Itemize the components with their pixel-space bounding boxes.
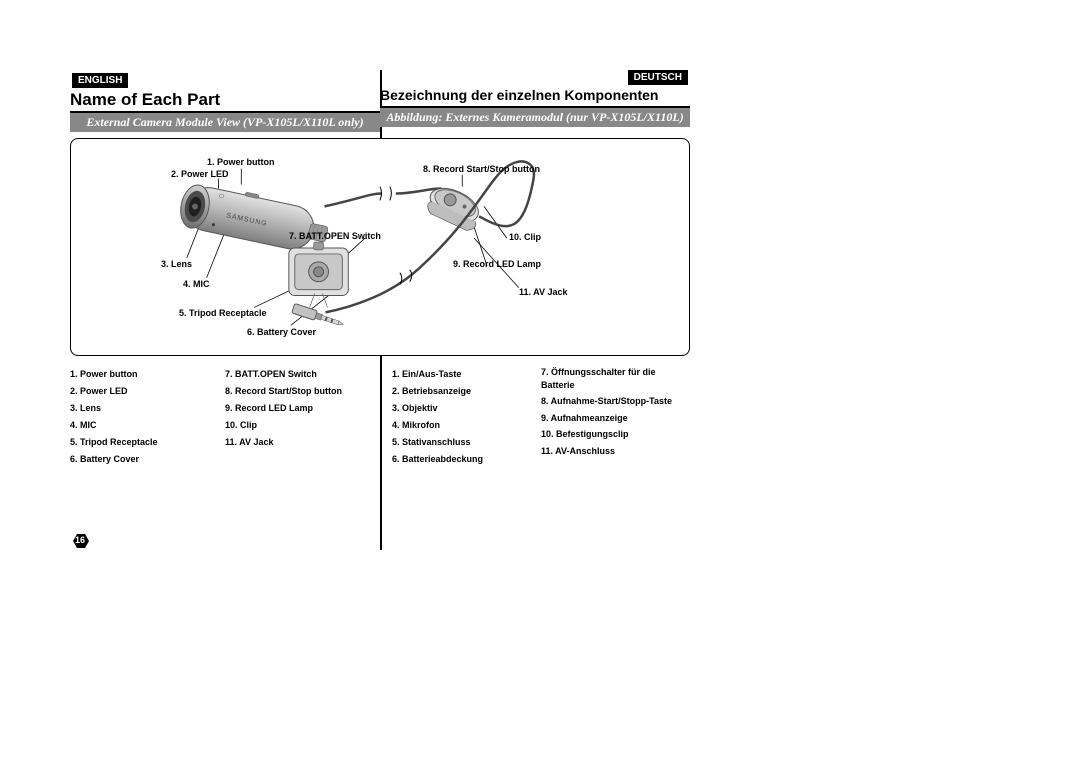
list-item: 7. Öffnungsschalter für die Batterie (541, 366, 690, 391)
list-item: 7. BATT.OPEN Switch (225, 366, 380, 383)
callout-power-led: 2. Power LED (171, 169, 229, 179)
list-item: 1. Ein/Aus-Taste (392, 366, 541, 383)
list-item: 6. Batterieabdeckung (392, 451, 541, 468)
callout-clip: 10. Clip (509, 232, 541, 242)
subtitle-english: External Camera Module View (VP-X105L/X1… (70, 113, 380, 132)
list-item: 2. Betriebsanzeige (392, 383, 541, 400)
list-item: 5. Tripod Receptacle (70, 434, 225, 451)
parts-list-english: 1. Power button 2. Power LED 3. Lens 4. … (70, 366, 380, 469)
callout-record-led-lamp: 9. Record LED Lamp (453, 259, 541, 269)
list-item: 9. Aufnahmeanzeige (541, 412, 690, 425)
page-number-badge: 16 (70, 534, 92, 553)
page-content: ENGLISH Name of Each Part External Camer… (70, 70, 690, 469)
list-item: 3. Lens (70, 400, 225, 417)
list-item: 8. Record Start/Stop button (225, 383, 380, 400)
callout-record-start-stop: 8. Record Start/Stop button (423, 164, 540, 174)
list-item: 10. Befestigungsclip (541, 428, 690, 441)
page-number: 16 (75, 535, 85, 545)
title-deutsch: Bezeichnung der einzelnen Komponenten (380, 87, 658, 103)
callout-battery-cover: 6. Battery Cover (247, 327, 316, 337)
list-item: 8. Aufnahme-Start/Stopp-Taste (541, 395, 690, 408)
callout-mic: 4. MIC (183, 279, 210, 289)
subtitle-deutsch: Abbildung: Externes Kameramodul (nur VP-… (380, 108, 690, 127)
language-label-deutsch: DEUTSCH (628, 70, 688, 85)
callout-av-jack: 11. AV Jack (519, 287, 568, 297)
title-english: Name of Each Part (70, 90, 220, 109)
list-item: 4. MIC (70, 417, 225, 434)
list-item: 11. AV-Anschluss (541, 445, 690, 458)
list-item: 4. Mikrofon (392, 417, 541, 434)
list-item: 6. Battery Cover (70, 451, 225, 468)
list-item: 1. Power button (70, 366, 225, 383)
parts-list-deutsch: 1. Ein/Aus-Taste 2. Betriebsanzeige 3. O… (392, 366, 690, 469)
list-item: 2. Power LED (70, 383, 225, 400)
list-item: 10. Clip (225, 417, 380, 434)
list-item: 3. Objektiv (392, 400, 541, 417)
language-label-english: ENGLISH (72, 73, 128, 88)
callout-batt-open-switch: 7. BATT.OPEN Switch (289, 231, 381, 241)
callout-tripod-receptacle: 5. Tripod Receptacle (179, 308, 267, 318)
diagram-box: SAMSUNG (70, 138, 690, 356)
list-item: 5. Stativanschluss (392, 434, 541, 451)
callout-power-button: 1. Power button (207, 157, 275, 167)
list-item: 9. Record LED Lamp (225, 400, 380, 417)
callout-lens: 3. Lens (161, 259, 192, 269)
list-item: 11. AV Jack (225, 434, 380, 451)
camera-diagram: SAMSUNG (71, 139, 689, 355)
